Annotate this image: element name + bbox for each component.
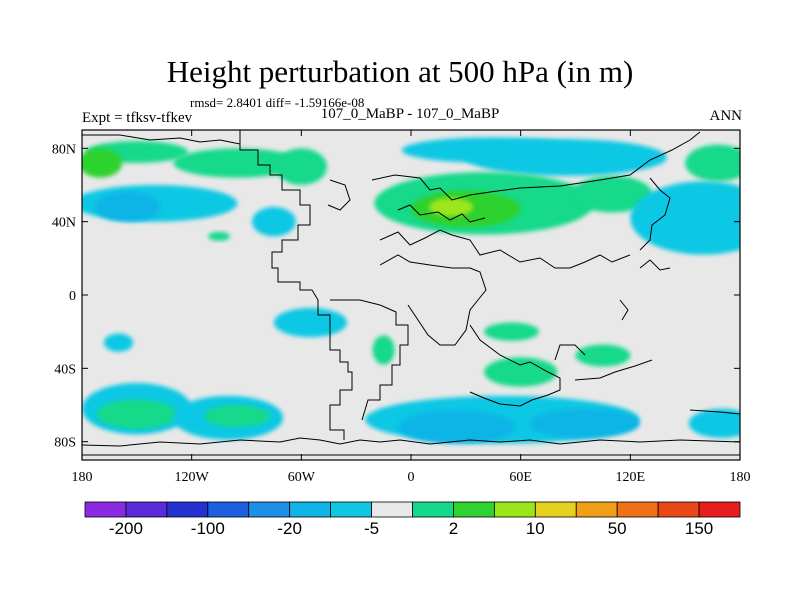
y-tick-label-4: 80S bbox=[54, 436, 76, 451]
colorbar-swatch-3 bbox=[207, 501, 250, 518]
colorbar: -200 -100 -20 -5 2 10 50 150 bbox=[84, 501, 741, 538]
anomaly-region-23 bbox=[96, 399, 178, 429]
anomaly-region-17 bbox=[103, 333, 134, 352]
anomaly-region-18 bbox=[372, 335, 395, 365]
anomaly-field bbox=[82, 137, 740, 444]
anomaly-region-1 bbox=[82, 148, 123, 178]
x-tick-label-5: 120E bbox=[616, 470, 646, 485]
y-tick-label-1: 40N bbox=[52, 216, 76, 231]
x-tick-label-2: 60W bbox=[288, 470, 316, 485]
colorbar-swatch-13 bbox=[616, 501, 659, 518]
colorbar-swatch-15 bbox=[698, 501, 741, 518]
colorbar-label-6: 50 bbox=[608, 519, 627, 538]
anomaly-region-20 bbox=[484, 357, 558, 387]
colorbar-swatch-7 bbox=[371, 501, 413, 518]
anomaly-region-7 bbox=[208, 231, 231, 241]
anomaly-region-6 bbox=[251, 207, 296, 237]
colorbar-swatch-11 bbox=[534, 501, 577, 518]
colorbar-swatch-2 bbox=[166, 501, 209, 518]
map-area bbox=[81, 129, 741, 461]
colorbar-swatch-5 bbox=[289, 501, 332, 518]
anomaly-region-25 bbox=[204, 405, 271, 427]
colorbar-swatch-1 bbox=[125, 501, 168, 518]
anomaly-region-9 bbox=[465, 139, 667, 176]
colorbar-swatch-10 bbox=[493, 501, 536, 518]
x-tick-label-4: 60E bbox=[509, 470, 532, 485]
colorbar-label-3: -5 bbox=[364, 519, 379, 538]
x-tick-label-1: 120W bbox=[175, 470, 210, 485]
anomaly-region-5 bbox=[94, 192, 161, 222]
colorbar-swatch-9 bbox=[453, 501, 495, 518]
x-tick-label-0: 180 bbox=[72, 470, 93, 485]
colorbar-label-4: 2 bbox=[449, 519, 458, 538]
anomaly-region-13 bbox=[571, 175, 653, 213]
anomaly-region-19 bbox=[484, 322, 539, 341]
season-label: ANN bbox=[709, 108, 743, 124]
expt-label: Expt = tfksv-tfkev bbox=[82, 110, 193, 126]
anomaly-region-3 bbox=[275, 148, 327, 186]
x-tick-label-6: 180 bbox=[730, 470, 751, 485]
colorbar-label-5: 10 bbox=[526, 519, 545, 538]
anomaly-region-14 bbox=[630, 181, 740, 255]
chart-title: Height perturbation at 500 hPa (in m) bbox=[166, 54, 634, 89]
x-tick-label-3: 0 bbox=[408, 470, 415, 485]
stats-text: rmsd= 2.8401 diff= -1.59166e-08 bbox=[190, 95, 365, 110]
case-label: 107_0_MaBP - 107_0_MaBP bbox=[320, 106, 500, 122]
anomaly-region-2 bbox=[173, 148, 302, 178]
colorbar-swatch-0 bbox=[84, 501, 127, 518]
anomaly-region-29 bbox=[688, 408, 740, 438]
anomaly-region-28 bbox=[529, 408, 640, 439]
colorbar-swatch-14 bbox=[657, 501, 700, 518]
y-tick-label-3: 40S bbox=[54, 362, 76, 377]
anomaly-region-12 bbox=[429, 197, 474, 217]
y-tick-label-0: 80N bbox=[52, 142, 76, 157]
colorbar-swatch-12 bbox=[575, 501, 618, 518]
y-tick-label-2: 0 bbox=[69, 289, 76, 304]
colorbar-swatch-8 bbox=[412, 501, 454, 518]
colorbar-label-0: -200 bbox=[109, 519, 143, 538]
anomaly-region-21 bbox=[575, 344, 631, 367]
colorbar-swatch-6 bbox=[330, 501, 372, 518]
axes: 180 120W 60W 0 60E 120E 180 80N 40N 0 40S 80S bbox=[52, 130, 751, 485]
colorbar-label-7: 150 bbox=[685, 519, 713, 538]
anomaly-region-27 bbox=[398, 410, 516, 444]
anomaly-region-15 bbox=[685, 144, 740, 182]
coastline bbox=[82, 130, 740, 456]
colorbar-swatch-4 bbox=[248, 501, 291, 518]
anomaly-region-16 bbox=[273, 307, 348, 338]
colorbar-label-1: -100 bbox=[191, 519, 225, 538]
colorbar-label-2: -20 bbox=[277, 519, 302, 538]
